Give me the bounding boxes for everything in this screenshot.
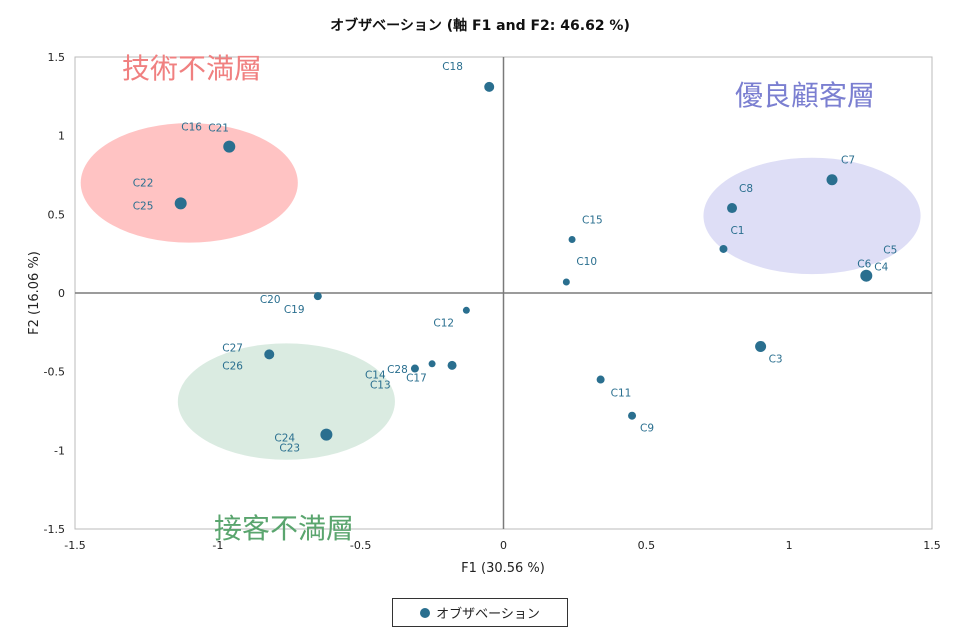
point-label: C27 — [222, 342, 243, 354]
point-label: C4 — [874, 262, 888, 274]
point-label: C10 — [576, 256, 597, 268]
point-label: C18 — [442, 61, 463, 73]
data-point — [223, 140, 236, 153]
point-label: C22 — [133, 177, 154, 189]
legend-marker — [420, 607, 431, 618]
y-tick-label: -1 — [54, 444, 65, 457]
point-label: C26 — [222, 360, 243, 372]
data-point — [174, 197, 187, 210]
cluster-ellipses — [80, 123, 921, 460]
x-tick-label: 0.5 — [638, 539, 656, 552]
x-tick-label: -1.5 — [64, 539, 85, 552]
point-label: C16 — [181, 122, 202, 134]
point-label: C23 — [279, 443, 300, 455]
data-point — [568, 236, 576, 244]
cluster-ellipse — [703, 157, 921, 275]
point-label: C19 — [284, 304, 305, 316]
data-point — [727, 203, 738, 214]
y-tick-label: 0.5 — [48, 208, 66, 221]
data-point — [628, 411, 637, 420]
point-label: C21 — [208, 123, 229, 135]
data-point — [860, 269, 873, 282]
data-point — [313, 292, 322, 301]
data-point — [826, 174, 838, 186]
point-label: C3 — [769, 353, 783, 365]
x-axis-label: F1 (30.56 %) — [461, 561, 545, 576]
point-label: C17 — [406, 372, 427, 384]
point-label: C24 — [274, 433, 295, 445]
legend-label: オブザベーション — [436, 607, 540, 622]
point-label: C8 — [739, 183, 753, 195]
data-point — [719, 244, 728, 253]
point-label: C9 — [640, 423, 654, 435]
point-label: C13 — [370, 380, 391, 392]
x-tick-label: 0 — [500, 539, 507, 552]
cluster-ellipse — [177, 343, 395, 460]
data-point — [447, 360, 457, 370]
cluster-ellipse — [80, 123, 298, 243]
data-points — [174, 81, 873, 441]
y-tick-label: 1.5 — [48, 51, 66, 64]
tick-labels: -1.5 -1 -0.5 0 0.5 1 1.5 1.5 1 0.5 0 -0.5 -1 -1.5 — [44, 51, 941, 552]
x-tick-label: 1.5 — [923, 539, 941, 552]
x-tick-label: 1 — [786, 539, 793, 552]
data-point — [462, 306, 470, 314]
point-label: C11 — [611, 388, 632, 400]
data-point — [596, 375, 605, 384]
y-axis-label: F2 (16.06 %) — [27, 251, 42, 335]
point-label: C6 — [857, 259, 871, 271]
data-point — [562, 278, 570, 286]
cluster-label: 技術不満層 — [122, 52, 262, 85]
y-tick-label: -0.5 — [44, 366, 65, 379]
point-label: C15 — [582, 215, 603, 227]
data-point — [428, 360, 436, 368]
point-label: C12 — [433, 317, 454, 329]
point-label: C5 — [883, 245, 897, 257]
point-label: C28 — [387, 364, 408, 376]
data-point — [410, 364, 419, 373]
y-tick-label: 1 — [58, 130, 65, 143]
scatter-chart: オブザベーション (軸 F1 and F2: 46.62 %) -1.5 -1 -0… — [27, 17, 941, 576]
cluster-label: 接客不満層 — [214, 512, 354, 545]
data-point — [755, 340, 767, 352]
point-label: C20 — [260, 294, 281, 306]
y-tick-label: -1.5 — [44, 523, 65, 536]
data-point — [264, 349, 275, 360]
chart-title: オブザベーション (軸 F1 and F2: 46.62 %) — [330, 17, 630, 34]
axes — [75, 57, 932, 529]
point-label: C7 — [841, 155, 855, 167]
point-label: C25 — [133, 200, 154, 212]
x-tick-label: -1 — [212, 539, 223, 552]
legend: オブザベーション — [392, 598, 568, 627]
cluster-label: 優良顧客層 — [735, 79, 875, 112]
point-label: C1 — [730, 225, 744, 237]
y-tick-label: 0 — [58, 287, 65, 300]
data-point — [320, 428, 333, 441]
x-tick-label: -0.5 — [350, 539, 371, 552]
data-point — [484, 81, 495, 92]
point-label: C14 — [365, 370, 386, 382]
